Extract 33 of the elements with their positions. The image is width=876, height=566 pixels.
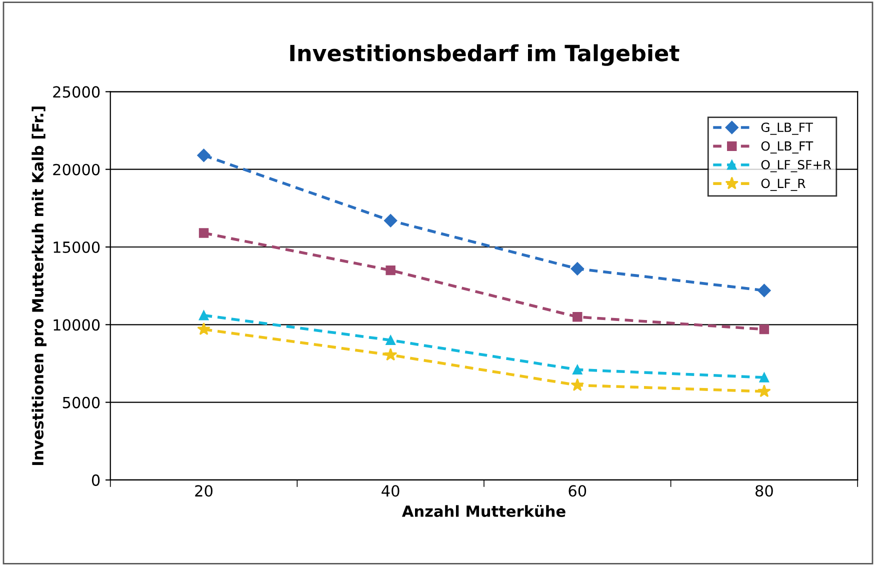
point (572, 312, 582, 322)
point (198, 228, 209, 238)
point (386, 265, 396, 276)
y-tick-label: 10000 (54, 319, 100, 331)
point (759, 324, 770, 334)
legend-label: O_LB_FT (761, 141, 814, 154)
point (384, 348, 398, 361)
point (197, 322, 210, 336)
x-axis-title: Anzahl Mutterkühe (402, 504, 566, 517)
y-tick-label: 0 (92, 474, 100, 486)
point (572, 364, 582, 375)
y-tick-label: 25000 (53, 86, 100, 98)
legend-label: O_LF_SF+R (761, 160, 832, 172)
legend-label: O_LF_R (761, 178, 806, 191)
x-tick-label: 20 (195, 485, 212, 497)
point (570, 262, 584, 276)
point (386, 335, 396, 346)
point (759, 372, 770, 382)
x-tick-label: 40 (382, 485, 400, 497)
legend-label: G_LB_FT (761, 122, 813, 135)
point (570, 378, 584, 391)
y-tick-label: 15000 (54, 241, 100, 254)
x-tick-label: 60 (568, 485, 586, 497)
y-tick-label: 5000 (62, 396, 100, 408)
y-axis-title: Investitionen pro Mutterkuh mit Kalb [Fr.] (32, 106, 46, 465)
point (758, 384, 771, 398)
point (198, 310, 209, 320)
x-tick-label: 80 (756, 485, 773, 497)
y-tick-label: 20000 (53, 164, 100, 176)
chart-title: Investitionsbedarf im Talgebiet (290, 44, 680, 66)
point (758, 284, 771, 298)
point (384, 214, 398, 228)
point (197, 148, 210, 162)
